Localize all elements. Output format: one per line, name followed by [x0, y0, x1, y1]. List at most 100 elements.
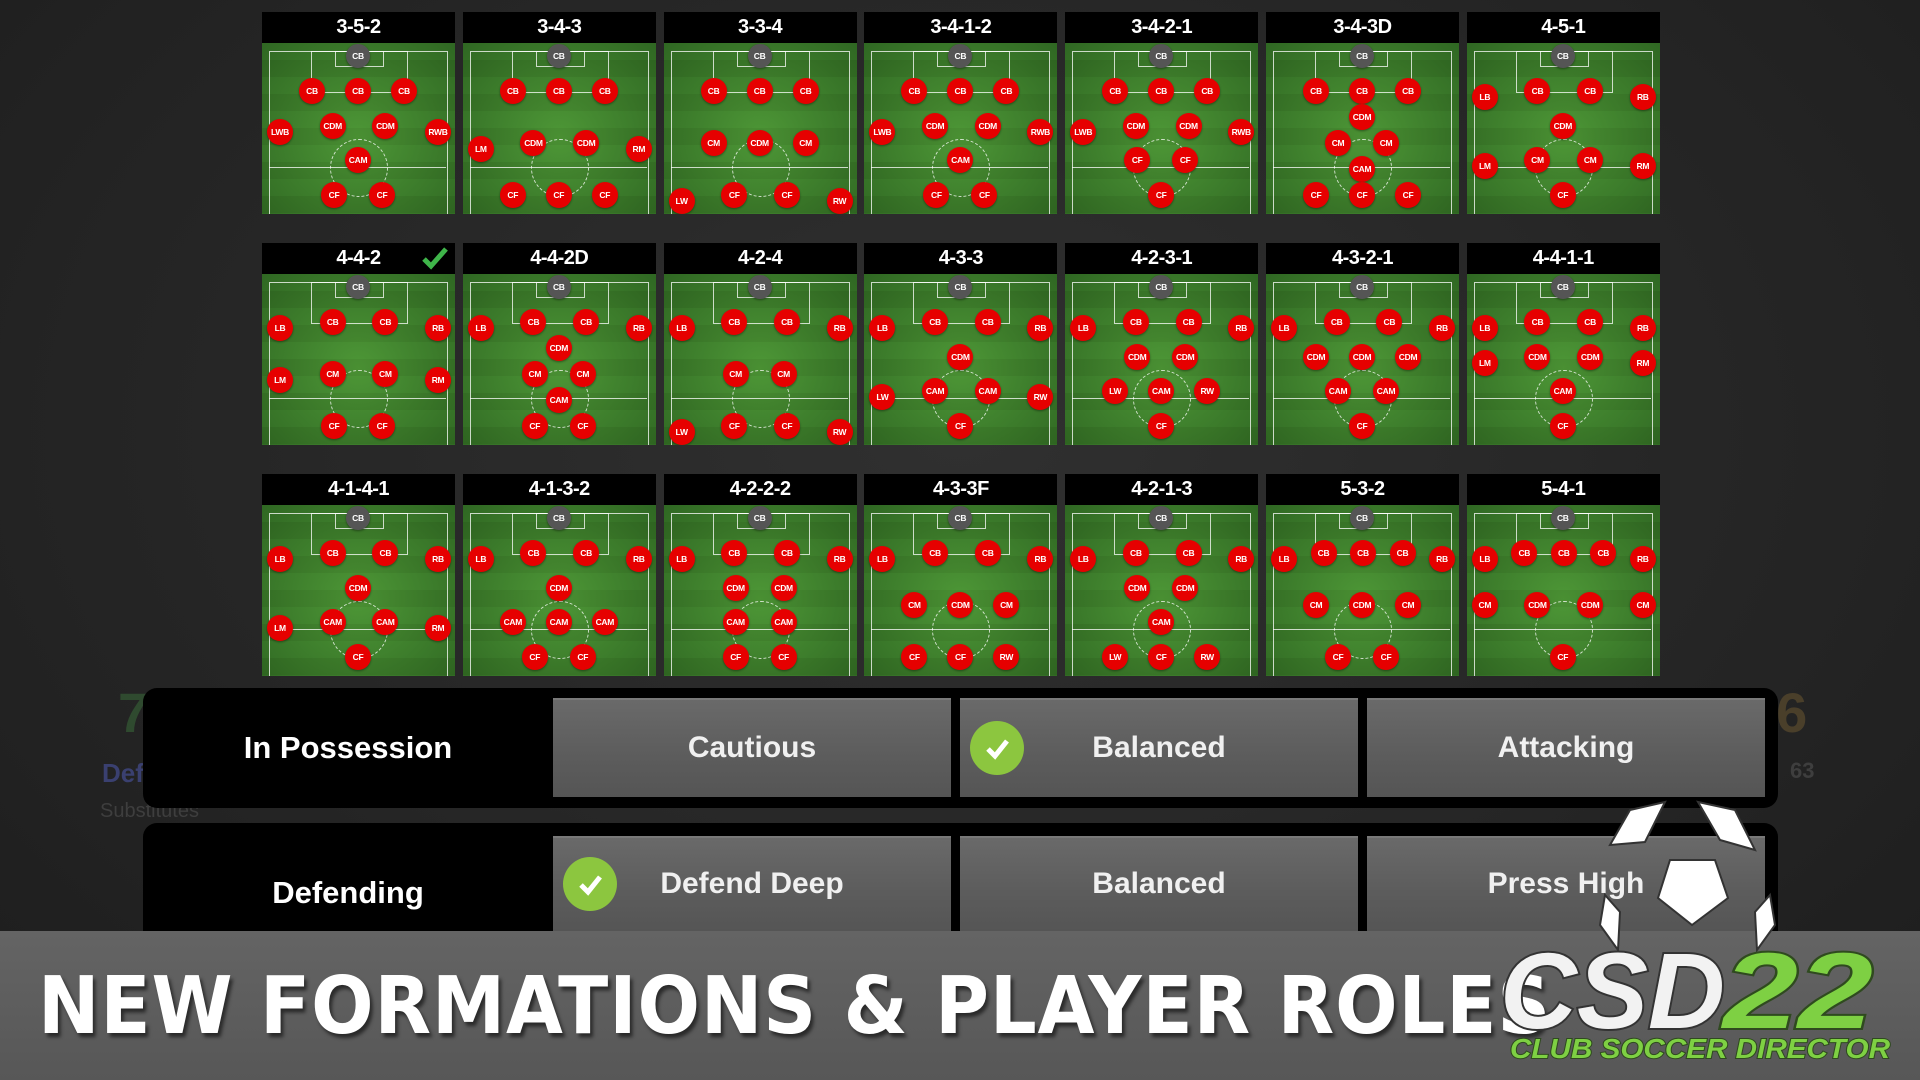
player-rb[interactable]: RB: [425, 315, 451, 341]
player-goalkeeper[interactable]: CB: [948, 275, 973, 299]
player-cf[interactable]: CF: [722, 644, 749, 670]
player-rwb[interactable]: RWB: [1027, 118, 1054, 145]
player-cb[interactable]: CB: [545, 78, 572, 104]
player-cdm[interactable]: CDM: [573, 130, 600, 156]
player-cb[interactable]: CB: [1194, 78, 1221, 104]
player-cb[interactable]: CB: [1323, 309, 1350, 335]
player-rb[interactable]: RB: [1027, 546, 1054, 572]
player-cb[interactable]: CB: [1395, 78, 1421, 104]
player-cf[interactable]: CF: [569, 644, 596, 670]
option-balanced-button[interactable]: Balanced: [960, 698, 1358, 797]
formation-card-4-1-3-2[interactable]: 4-1-3-2 CB LB CB CB RB CDM CAM CAM CAM CF CF: [462, 474, 656, 676]
player-cdm[interactable]: CDM: [520, 130, 547, 156]
player-cam[interactable]: CAM: [1148, 378, 1175, 405]
player-cb[interactable]: CB: [947, 78, 974, 104]
player-lb[interactable]: LB: [869, 315, 896, 341]
formation-card-4-2-3-1[interactable]: 4-2-3-1 CB LB CB CB RB CDM CDM LW CAM RW CF: [1065, 243, 1259, 445]
player-cam[interactable]: CAM: [1325, 378, 1351, 405]
player-lw[interactable]: LW: [1102, 644, 1129, 670]
player-goalkeeper[interactable]: CB: [948, 506, 973, 530]
player-goalkeeper[interactable]: CB: [1550, 44, 1575, 68]
player-cf[interactable]: CF: [499, 182, 526, 208]
player-cf[interactable]: CF: [1395, 182, 1421, 208]
player-cdm[interactable]: CDM: [722, 574, 749, 601]
player-rb[interactable]: RB: [425, 546, 451, 572]
player-cf[interactable]: CF: [1325, 644, 1351, 670]
player-lb[interactable]: LB: [1471, 315, 1498, 341]
player-cdm[interactable]: CDM: [1577, 343, 1604, 370]
player-cb[interactable]: CB: [520, 309, 547, 335]
player-cf[interactable]: CF: [1303, 182, 1329, 208]
player-cb[interactable]: CB: [573, 540, 600, 566]
player-cb[interactable]: CB: [1148, 78, 1175, 104]
player-rw[interactable]: RW: [826, 188, 853, 214]
player-cm[interactable]: CM: [1471, 592, 1498, 618]
player-lb[interactable]: LB: [267, 546, 293, 572]
player-goalkeeper[interactable]: CB: [1149, 275, 1174, 299]
player-cam[interactable]: CAM: [1148, 609, 1175, 636]
player-cb[interactable]: CB: [345, 78, 371, 104]
player-lw[interactable]: LW: [1102, 378, 1129, 405]
player-rb[interactable]: RB: [1629, 84, 1656, 110]
player-cdm[interactable]: CDM: [1549, 112, 1576, 139]
player-cb[interactable]: CB: [299, 78, 325, 104]
player-rb[interactable]: RB: [1027, 315, 1054, 341]
player-cb[interactable]: CB: [319, 540, 346, 566]
formation-card-4-2-4[interactable]: 4-2-4 CB LB CB CB RB CM CM LW CF CF RW: [663, 243, 857, 445]
formation-card-3-4-2-1[interactable]: 3-4-2-1 CB CB CB CB LWB CDM CDM RWB CF CF CF: [1065, 12, 1259, 214]
player-cdm[interactable]: CDM: [746, 130, 773, 156]
player-cdm[interactable]: CDM: [974, 112, 1001, 139]
player-cb[interactable]: CB: [1122, 309, 1149, 335]
player-cb[interactable]: CB: [372, 309, 399, 335]
player-goalkeeper[interactable]: CB: [1149, 506, 1174, 530]
player-rw[interactable]: RW: [1194, 644, 1221, 670]
player-cb[interactable]: CB: [1511, 540, 1538, 566]
player-lb[interactable]: LB: [467, 315, 494, 341]
player-cb[interactable]: CB: [591, 78, 618, 104]
player-rm[interactable]: RM: [425, 615, 451, 642]
player-rb[interactable]: RB: [1629, 315, 1656, 341]
player-cf[interactable]: CF: [1373, 644, 1399, 670]
player-lb[interactable]: LB: [1271, 546, 1297, 572]
player-rb[interactable]: RB: [1228, 315, 1255, 341]
player-cf[interactable]: CF: [770, 644, 797, 670]
player-rb[interactable]: RB: [826, 315, 853, 341]
player-cb[interactable]: CB: [1175, 309, 1202, 335]
formation-card-4-4-2[interactable]: 4-4-2 CB LB CB CB RB LM CM CM RM CF CF: [262, 243, 455, 445]
player-cam[interactable]: CAM: [372, 609, 399, 636]
option-cautious-button[interactable]: Cautious: [553, 698, 951, 797]
player-cdm[interactable]: CDM: [545, 335, 572, 361]
player-cf[interactable]: CF: [521, 644, 548, 670]
player-cam[interactable]: CAM: [947, 147, 974, 174]
player-goalkeeper[interactable]: CB: [1350, 506, 1374, 530]
player-cam[interactable]: CAM: [1373, 378, 1399, 405]
player-cb[interactable]: CB: [1577, 78, 1604, 104]
formation-card-4-4-2D[interactable]: 4-4-2D CB LB CB CB RB CDM CM CM CAM CF CF: [462, 243, 656, 445]
player-goalkeeper[interactable]: CB: [546, 275, 571, 299]
player-cdm[interactable]: CDM: [1349, 343, 1375, 370]
player-lb[interactable]: LB: [668, 315, 695, 341]
player-cb[interactable]: CB: [792, 78, 819, 104]
player-cm[interactable]: CM: [700, 130, 727, 156]
player-lm[interactable]: LM: [267, 615, 293, 642]
player-goalkeeper[interactable]: CB: [346, 44, 370, 68]
player-goalkeeper[interactable]: CB: [747, 506, 772, 530]
player-cf[interactable]: CF: [1549, 413, 1576, 439]
player-cm[interactable]: CM: [1524, 147, 1551, 174]
player-cm[interactable]: CM: [1325, 130, 1351, 156]
player-cdm[interactable]: CDM: [1577, 592, 1604, 618]
player-cm[interactable]: CM: [1303, 592, 1329, 618]
player-cb[interactable]: CB: [974, 540, 1001, 566]
player-lm[interactable]: LM: [1471, 153, 1498, 180]
player-lm[interactable]: LM: [267, 367, 293, 393]
player-rm[interactable]: RM: [1629, 349, 1656, 376]
formation-card-4-3-3F[interactable]: 4-3-3F CB LB CB CB RB CM CDM CM CF CF RW: [864, 474, 1058, 676]
player-cf[interactable]: CF: [345, 644, 371, 670]
player-cf[interactable]: CF: [1172, 147, 1199, 174]
player-cam[interactable]: CAM: [922, 378, 949, 405]
player-rm[interactable]: RM: [625, 136, 652, 162]
player-cf[interactable]: CF: [321, 413, 347, 439]
player-cf[interactable]: CF: [721, 413, 748, 439]
player-rw[interactable]: RW: [993, 644, 1020, 670]
player-cf[interactable]: CF: [1124, 147, 1151, 174]
